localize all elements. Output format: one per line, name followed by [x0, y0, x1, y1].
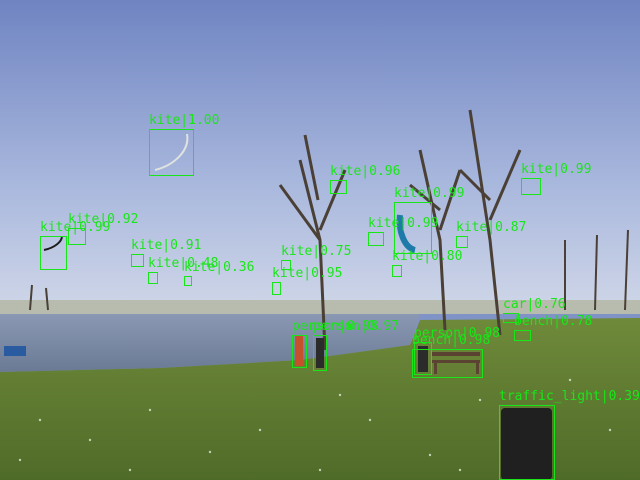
lake-water — [0, 314, 420, 372]
kite-detection: kite|0.99 — [521, 163, 591, 195]
kite-detection-label: kite|1.00 — [149, 113, 220, 128]
bench-detection-label: bench|0.98 — [412, 333, 491, 348]
bench-detection: bench|0.78 — [514, 315, 592, 341]
kite-detection-label: kite|0.95 — [272, 266, 343, 281]
bench-shape — [432, 352, 480, 374]
kite-detection: kite|0.99 — [368, 217, 438, 246]
kite-detection-label: kite|0.96 — [330, 164, 401, 179]
kite-detection: kite|0.36 — [184, 261, 254, 286]
kite-detection-label: kite|0.80 — [392, 249, 463, 264]
car-detection-label: car|0.76 — [503, 297, 566, 312]
kite-detection: kite|0.99 — [40, 221, 110, 270]
bare-trees — [29, 109, 629, 351]
kite-detection-label: kite|0.48 — [148, 256, 219, 271]
kite-detection: kite|0.92 — [68, 213, 138, 245]
person-detection: person|0.98 — [292, 320, 378, 368]
kite-detection-label: kite|0.92 — [68, 212, 139, 227]
horizon-shore — [0, 300, 640, 314]
bench-detection: bench|0.98 — [412, 334, 490, 378]
kites-shapes — [43, 133, 417, 253]
kite-detection-label: kite|0.99 — [40, 220, 111, 235]
kite-detection: kite|0.96 — [330, 165, 400, 194]
trash-bin — [501, 408, 552, 480]
kite-detection-label: kite|0.75 — [281, 244, 352, 259]
kite-detection: kite|0.95 — [272, 267, 342, 295]
traffic-light-detection: traffic_light|0.39 — [499, 390, 640, 480]
kite-detection: kite|0.91 — [131, 239, 201, 267]
kite-detection-label: kite|0.99 — [368, 216, 439, 231]
person-detection: person|0.98 — [414, 327, 500, 375]
kite-detection: kite|0.99 — [394, 187, 464, 254]
kite-detection-label: kite|0.99 — [394, 186, 465, 201]
kite-detection-label: kite|0.91 — [131, 238, 202, 253]
kite-detection-label: kite|0.36 — [184, 260, 255, 275]
kite-detection: kite|0.87 — [456, 221, 526, 248]
kite-detection: kite|0.48 — [148, 257, 218, 284]
person-detection: person|0.97 — [313, 320, 399, 371]
kite-detection-label: kite|0.99 — [521, 162, 592, 177]
sign-post — [4, 346, 26, 356]
flower-specks — [18, 378, 612, 472]
bench-detection-label: bench|0.78 — [514, 314, 593, 329]
kite-detection: kite|1.00 — [149, 114, 219, 176]
person-detection-label: person|0.98 — [414, 326, 501, 341]
kite-detection-label: kite|0.87 — [456, 220, 527, 235]
person-detection-label: person|0.98 — [292, 319, 379, 334]
grass-field — [0, 318, 640, 480]
person-detection-label: person|0.97 — [313, 319, 400, 334]
car-detection: car|0.76 — [503, 298, 566, 323]
people-shapes — [295, 336, 428, 372]
kite-detection: kite|0.80 — [392, 250, 462, 277]
kite-detection: kite|0.75 — [281, 245, 351, 270]
traffic-light-detection-label: traffic_light|0.39 — [499, 389, 640, 404]
